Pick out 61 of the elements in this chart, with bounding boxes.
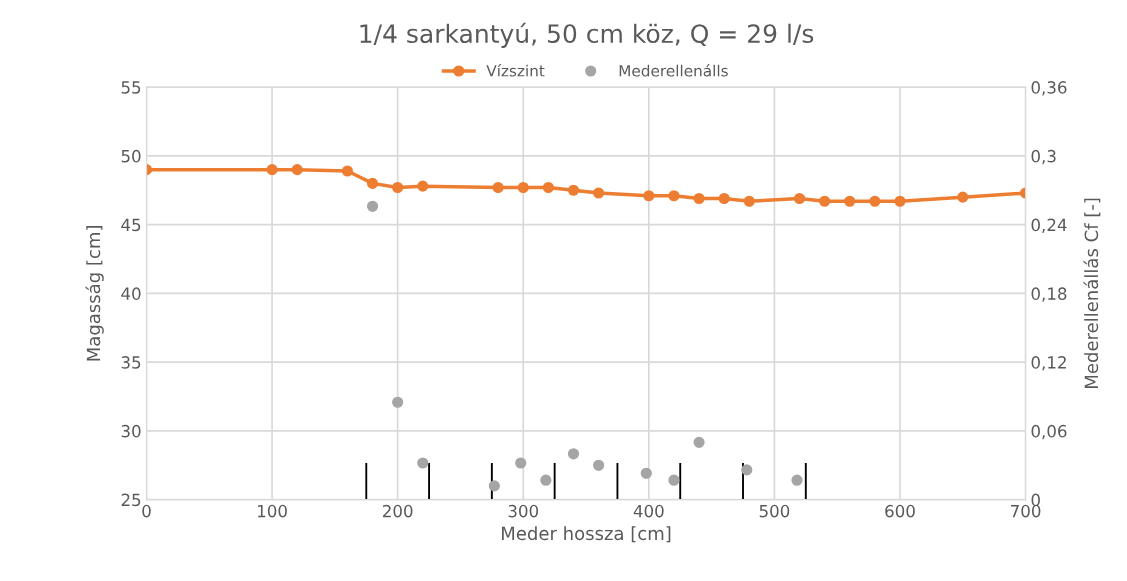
x-tick-label: 400 [633,504,664,518]
y-tick-label: 25 [121,493,141,507]
x-axis-title: Meder hossza [cm] [502,526,671,543]
x-tick-label: 600 [885,504,915,518]
point [291,164,303,176]
point [488,480,500,492]
y-tick-label: 50 [121,149,141,163]
x-tick-label: 300 [508,504,539,518]
point [668,474,680,486]
y2-tick-label: 0,12 [1031,356,1066,371]
point [793,192,806,205]
point [693,436,705,448]
point [791,474,803,486]
y2-tick-label: 0,24 [1031,218,1067,233]
y2-axis-title: Mederellenállás Cf [-] [1083,198,1101,388]
point [492,181,504,194]
point [668,190,680,202]
y2-tick-label: 0,3 [1031,149,1056,165]
y2-tick-label: 0,06 [1031,424,1067,440]
x-tick-label: 100 [258,504,287,518]
y-tick-label: 55 [121,81,141,94]
point [741,464,753,476]
y-tick-label: 45 [121,218,141,232]
point [844,195,856,207]
x-tick-label: 200 [382,504,413,518]
point [869,195,881,207]
y-tick-label: 40 [121,287,141,300]
point [643,190,655,202]
y2-tick-label: 0,36 [1031,81,1067,96]
legend-label: Vízszint [486,64,545,77]
point [743,195,755,207]
legend-label: Mederellenálls [619,64,728,77]
point [693,192,705,205]
point [392,396,404,408]
point [417,457,429,469]
point [593,187,605,199]
point [640,467,652,479]
point [567,184,580,196]
point [592,459,605,471]
point [567,448,580,460]
point [819,195,831,207]
point [540,474,552,486]
y-axis-title: Magasság [cm] [85,226,104,361]
point [517,181,529,194]
point [392,181,404,194]
point [718,192,730,205]
y-tick-label: 30 [121,424,141,438]
point [515,457,527,469]
point [894,195,906,207]
point [542,181,554,194]
point [366,177,379,189]
point [957,191,969,203]
point [266,164,278,176]
y-tick-label: 35 [121,356,141,369]
y2-tick-label: 0,18 [1031,287,1067,302]
chart-title: 1/4 sarkantyú, 50 cm köz, Q = 29 l/s [360,22,814,48]
point [366,200,379,212]
x-tick-label: 500 [759,504,790,518]
point [341,165,353,177]
x-tick-label: 0 [142,504,151,518]
point [417,180,429,192]
